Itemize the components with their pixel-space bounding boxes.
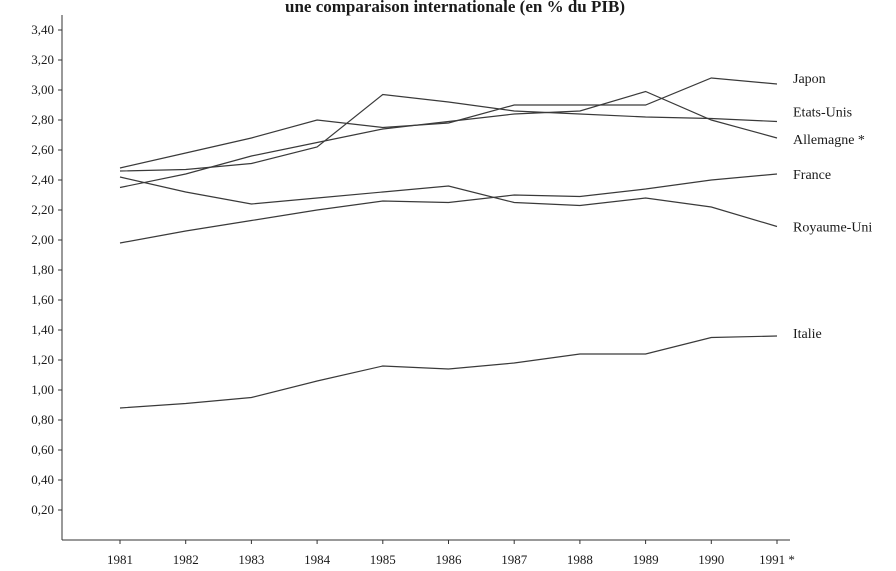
series-label-etats-unis: Etats-Unis (793, 106, 852, 121)
y-axis-ticks: 0,20 0,40 0,60 0,80 1,00 1,20 1,40 1,60 1,80 2,00… (31, 22, 62, 517)
y-tick-label: 2,00 (31, 232, 54, 247)
x-tick-label: 1987 (501, 552, 528, 567)
series-line-etats-unis (119, 93, 778, 172)
series-line-france (119, 173, 778, 244)
x-tick-label: 1983 (238, 552, 264, 567)
y-tick-label: 1,00 (31, 382, 54, 397)
series-line-japon (119, 77, 778, 169)
y-tick-label: 1,40 (31, 322, 54, 337)
series-line-italie (119, 335, 778, 409)
y-tick-label: 1,60 (31, 292, 54, 307)
y-tick-label: 1,20 (31, 352, 54, 367)
y-tick-label: 3,20 (31, 52, 54, 67)
series-line-royaume-uni (119, 176, 778, 228)
series-label-allemagne: Allemagne * (793, 133, 865, 148)
series-label-italie: Italie (793, 327, 822, 342)
axes (61, 15, 790, 541)
series-labels: Japon Etats-Unis Allemagne * France Royaume-… (793, 72, 872, 342)
series-label-royaume-uni: Royaume-Uni (793, 221, 872, 236)
y-tick-label: 2,40 (31, 172, 54, 187)
y-tick-label: 0,60 (31, 442, 54, 457)
y-tick-label: 3,00 (31, 82, 54, 97)
x-tick-label: 1984 (304, 552, 331, 567)
series-lines (119, 77, 778, 409)
x-tick-label: 1985 (370, 552, 396, 567)
y-tick-label: 2,60 (31, 142, 54, 157)
x-tick-label: 1988 (567, 552, 593, 567)
y-tick-label: 2,80 (31, 112, 54, 127)
y-tick-label: 0,40 (31, 472, 54, 487)
x-tick-label: 1982 (173, 552, 199, 567)
x-tick-label: 1981 (107, 552, 133, 567)
chart-title: une comparaison internationale (en % du … (285, 0, 625, 16)
y-tick-label: 0,20 (31, 502, 54, 517)
y-tick-label: 2,20 (31, 202, 54, 217)
y-tick-label: 3,40 (31, 22, 54, 37)
x-axis-ticks: 1981 1982 1983 1984 1985 1986 1987 1988 1989 1990… (107, 540, 795, 567)
x-tick-label: 1991 * (759, 552, 795, 567)
series-label-japon: Japon (793, 72, 826, 87)
series-label-france: France (793, 168, 831, 183)
y-tick-label: 1,80 (31, 262, 54, 277)
x-tick-label: 1986 (436, 552, 463, 567)
y-tick-label: 0,80 (31, 412, 54, 427)
x-tick-label: 1989 (633, 552, 659, 567)
x-tick-label: 1990 (698, 552, 724, 567)
series-line-allemagne (119, 90, 778, 189)
